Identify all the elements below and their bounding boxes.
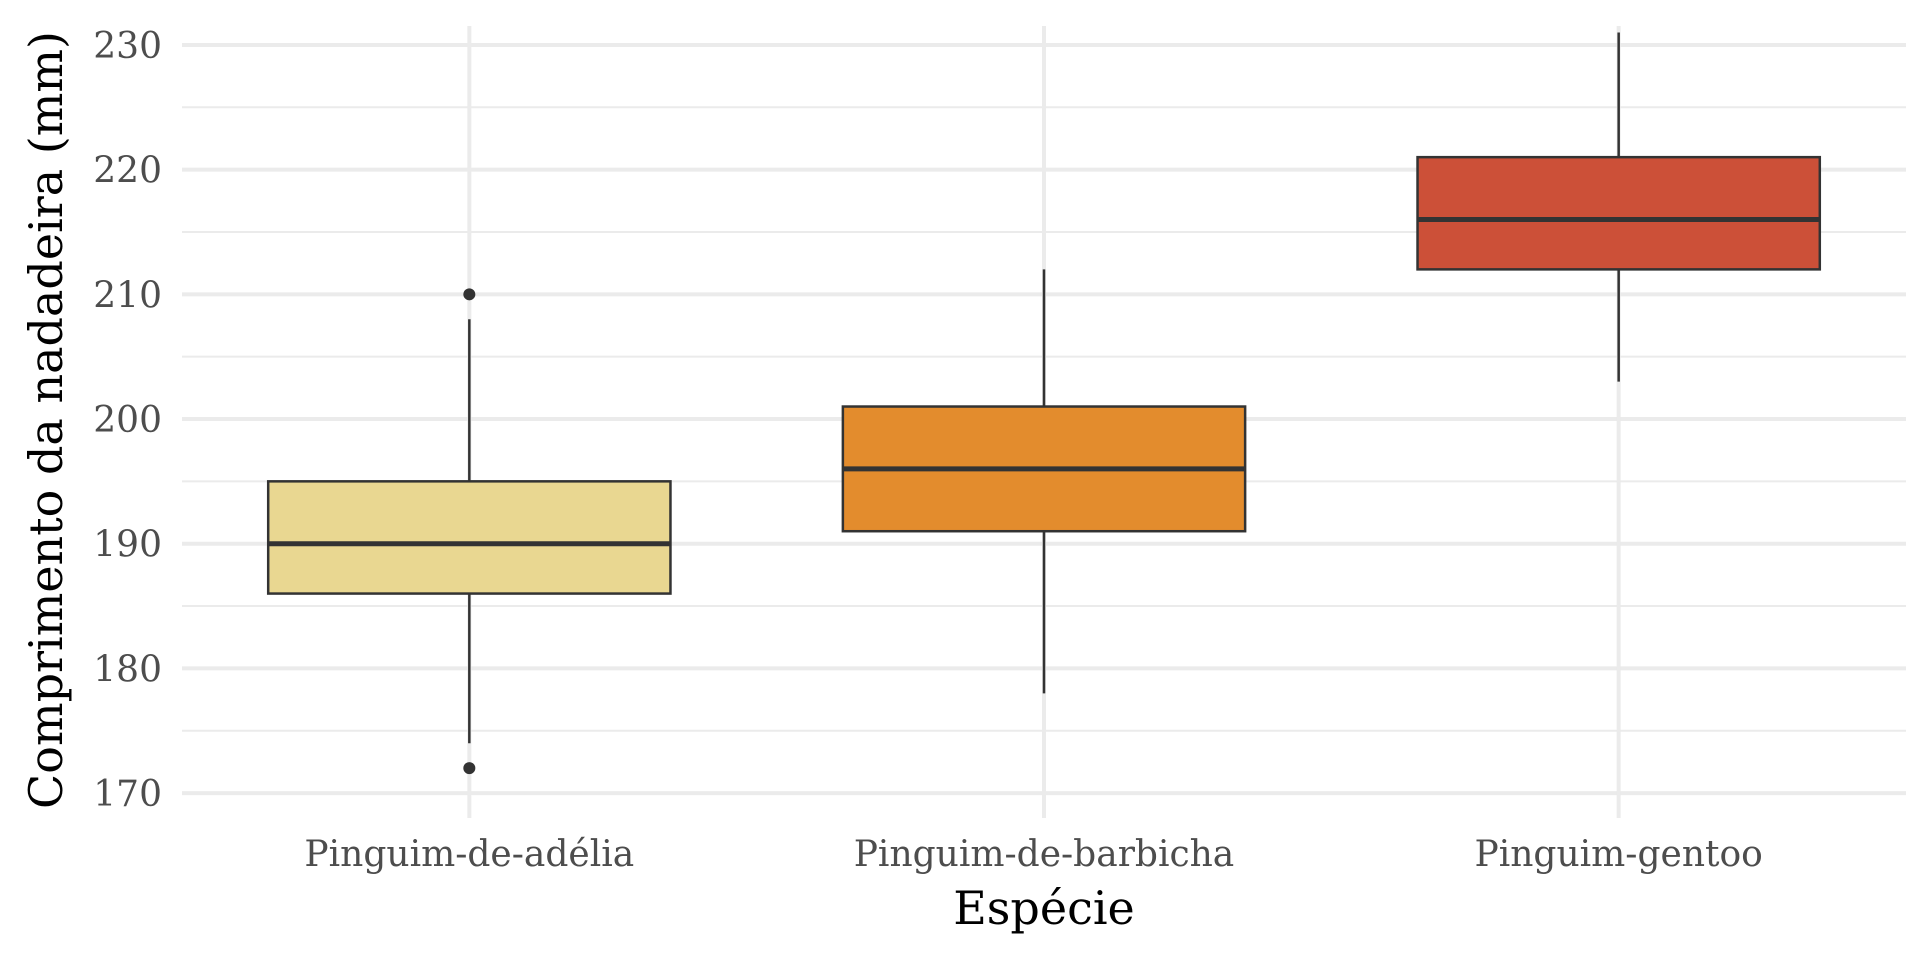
x-tick-label: Pinguim-de-barbicha bbox=[854, 834, 1235, 875]
box-rect bbox=[1416, 155, 1822, 271]
x-tick-label: Pinguim-de-adélia bbox=[304, 834, 634, 875]
y-tick-label: 200 bbox=[93, 400, 162, 441]
y-tick-label: 220 bbox=[93, 151, 162, 192]
x-axis-ticks: Pinguim-de-adélia Pinguim-de-barbicha Ping… bbox=[304, 834, 1762, 875]
box-group bbox=[841, 269, 1247, 694]
boxes bbox=[266, 32, 1822, 775]
y-tick-label: 170 bbox=[93, 774, 162, 815]
y-tick-label: 210 bbox=[93, 275, 162, 316]
y-tick-label: 180 bbox=[93, 649, 162, 690]
box-rect bbox=[266, 480, 672, 595]
y-tick-label: 230 bbox=[93, 26, 162, 67]
x-axis-title: Espécie bbox=[953, 881, 1135, 935]
y-tick-label: 190 bbox=[93, 525, 162, 566]
y-axis-title: Comprimento da nadadeira (mm) bbox=[19, 31, 73, 809]
y-axis-ticks: 170 180 190 200 210 220 230 bbox=[93, 26, 162, 815]
outlier-point bbox=[463, 762, 476, 775]
x-tick-label: Pinguim-gentoo bbox=[1475, 834, 1763, 875]
outlier-point bbox=[463, 288, 476, 301]
box-group bbox=[266, 288, 672, 775]
box-group bbox=[1416, 32, 1822, 382]
